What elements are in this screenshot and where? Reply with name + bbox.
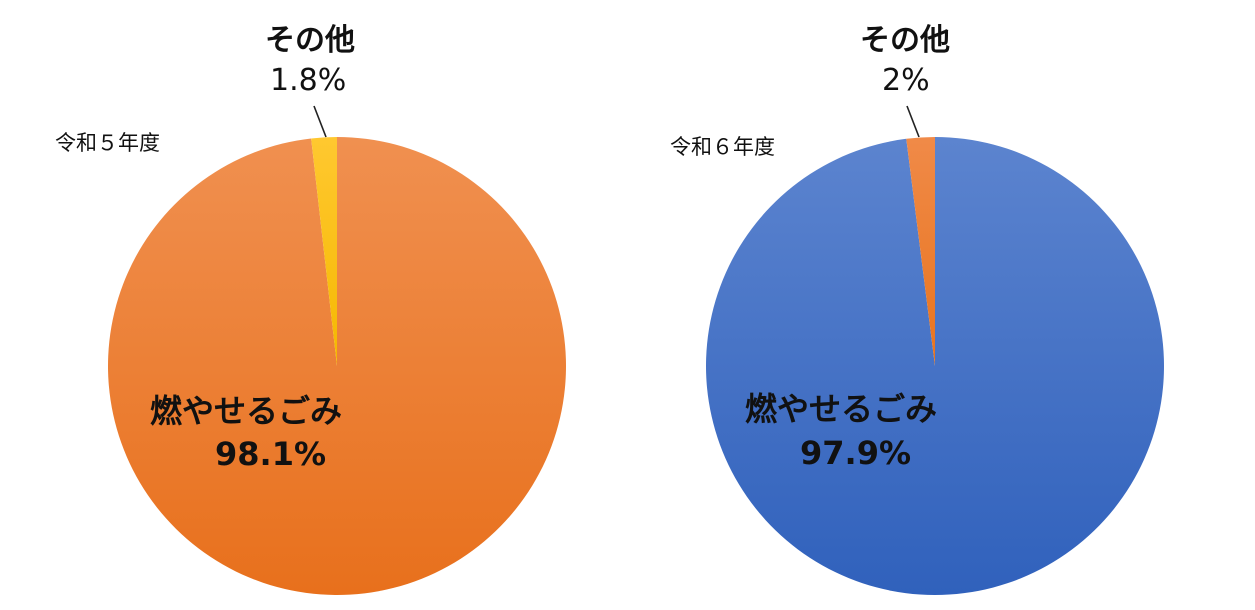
leader-line <box>906 105 920 138</box>
slice-label-burnable: 燃やせるごみ <box>745 390 937 428</box>
pie-chart-r6: 令和６年度 燃やせるごみ 97.9% その他 2% <box>670 23 1164 595</box>
pie-slice-other <box>311 137 337 366</box>
chart-title: 令和５年度 <box>55 131 160 155</box>
leader-line <box>313 105 327 138</box>
chart-title: 令和６年度 <box>670 135 775 159</box>
slice-value-other: 1.8% <box>270 63 346 98</box>
slice-label-burnable: 燃やせるごみ <box>150 392 342 430</box>
slice-value-burnable: 98.1% <box>215 435 326 473</box>
slice-label-other: その他 <box>860 23 950 58</box>
pie-chart-r5: 令和５年度 燃やせるごみ 98.1% その他 1.8% <box>55 23 567 595</box>
slice-label-other: その他 <box>265 23 355 58</box>
pie-slice-other <box>906 137 935 366</box>
slice-value-other: 2% <box>882 63 930 98</box>
slice-value-burnable: 97.9% <box>800 434 911 472</box>
